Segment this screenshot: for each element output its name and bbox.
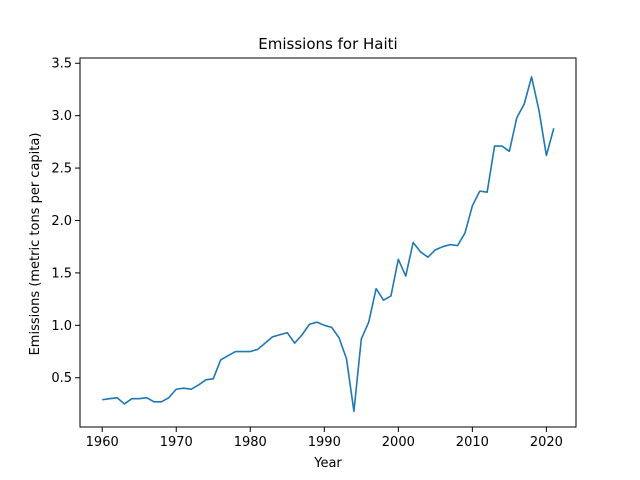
y-tick-label-2: 1.5 (51, 266, 72, 281)
y-tick-label-0: 0.5 (51, 371, 72, 386)
y-tick-label-5: 3.0 (51, 109, 72, 124)
y-tick-label-1: 1.0 (51, 319, 72, 334)
x-tick-label-2000: 2000 (382, 435, 415, 450)
y-tick-label-6: 3.5 (51, 57, 72, 72)
y-tick-label-4: 2.5 (51, 162, 72, 177)
plot-area: 1960 1970 1980 1990 2000 2010 2020 0.5 1.0 1.5 2.0… (51, 57, 577, 450)
x-tick-label-1980: 1980 (234, 435, 267, 450)
x-tick-label-1990: 1990 (308, 435, 341, 450)
y-tick-label-3: 2.0 (51, 214, 72, 229)
x-tick-label-2020: 2020 (530, 435, 563, 450)
series-line-0 (102, 76, 555, 413)
x-tick-label-1960: 1960 (86, 435, 119, 450)
x-tick-label-1970: 1970 (160, 435, 193, 450)
y-axis-title: Emissions (metric tons per capita) (28, 133, 43, 356)
plot-frame (79, 57, 577, 428)
chart-title: Emissions for Haiti (258, 35, 397, 53)
x-tick-label-2010: 2010 (456, 435, 489, 450)
x-axis-title: Year (313, 456, 342, 471)
